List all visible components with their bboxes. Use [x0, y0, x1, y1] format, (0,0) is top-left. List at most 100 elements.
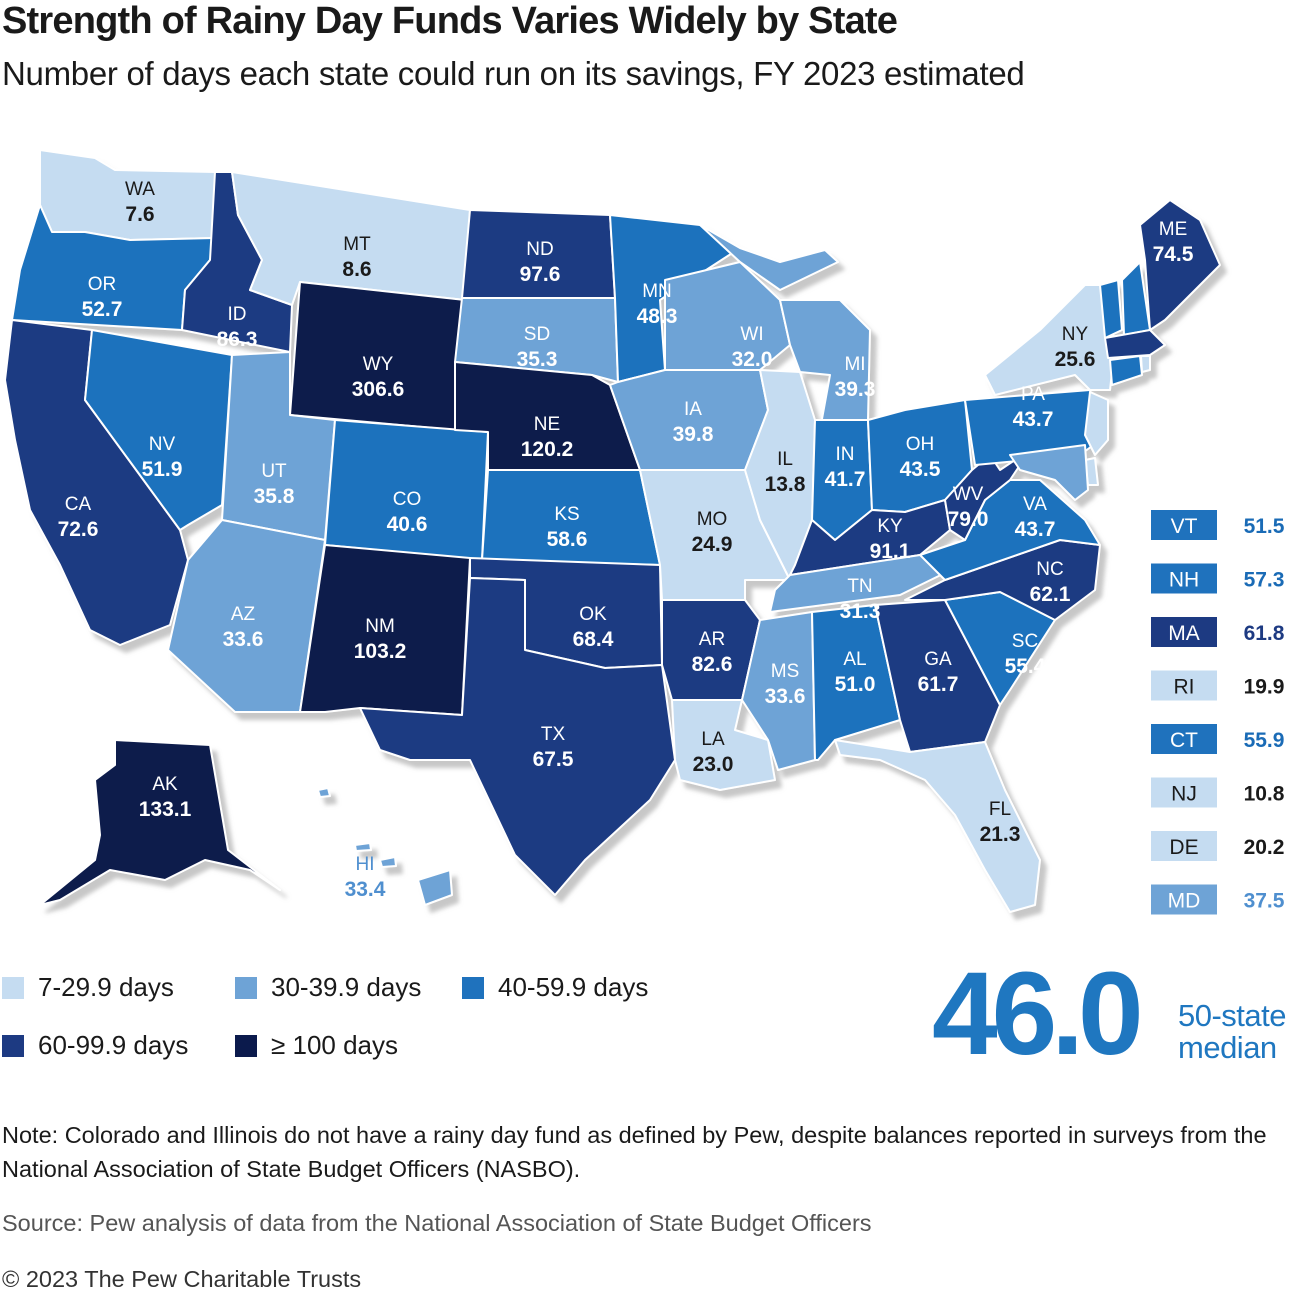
state-value-mi: 39.3	[835, 378, 876, 401]
sidebar-label-ct: CT	[1170, 729, 1198, 752]
state-label-ca: CA	[65, 494, 92, 515]
state-vt	[1099, 279, 1123, 339]
legend-item-tier4: 60-99.9 days	[2, 1030, 188, 1061]
state-value-ne: 120.2	[521, 438, 574, 461]
state-value-nm: 103.2	[354, 640, 407, 663]
median-label-line1: 50-state	[1178, 998, 1287, 1033]
state-ny	[984, 284, 1116, 396]
sidebar-value-de: 20.2	[1244, 836, 1285, 859]
state-value-ks: 58.6	[547, 528, 588, 551]
legend-label: 60-99.9 days	[38, 1030, 189, 1060]
state-label-ok: OK	[579, 604, 607, 625]
sidebar-value-nj: 10.8	[1244, 783, 1285, 806]
sidebar-value-md: 37.5	[1244, 890, 1285, 913]
state-label-wy: WY	[363, 354, 394, 375]
state-hi	[317, 787, 453, 906]
state-label-wi: WI	[740, 324, 763, 345]
sidebar-label-ma: MA	[1168, 622, 1200, 645]
sidebar-label-ri: RI	[1174, 676, 1195, 699]
state-md	[1009, 444, 1089, 501]
state-value-va: 43.7	[1015, 518, 1056, 541]
legend-item-tier1: 7-29.9 days	[2, 972, 174, 1003]
legend-item-tier2: 30-39.9 days	[235, 972, 421, 1003]
state-value-hi: 33.4	[345, 878, 386, 901]
sidebar-value-nh: 57.3	[1244, 569, 1285, 592]
sidebar-swatch-ri	[1151, 670, 1217, 701]
legend-swatch	[235, 976, 257, 999]
sidebar-swatch-nj	[1151, 777, 1217, 808]
sidebar-swatch-ct	[1151, 724, 1217, 754]
state-value-mn: 48.3	[637, 305, 678, 328]
legend-item-tier3: 40-59.9 days	[462, 972, 648, 1003]
state-label-tx: TX	[541, 724, 566, 745]
median-label: 50-state median	[1178, 998, 1287, 1065]
state-fl	[834, 739, 1041, 913]
state-label-fl: FL	[989, 799, 1011, 820]
median-label-line2: median	[1178, 1030, 1277, 1065]
state-value-me: 74.5	[1153, 243, 1194, 266]
state-label-nc: NC	[1036, 559, 1063, 580]
state-value-tn: 31.3	[840, 600, 881, 623]
state-label-mo: MO	[697, 509, 728, 530]
state-value-ms: 33.6	[765, 685, 806, 708]
sidebar-swatch-md	[1151, 884, 1217, 915]
state-label-oh: OH	[906, 434, 935, 455]
state-value-wi: 32.0	[732, 348, 773, 371]
state-value-tx: 67.5	[533, 748, 574, 771]
sidebar-swatch-vt	[1151, 510, 1217, 540]
state-value-az: 33.6	[223, 628, 264, 651]
source-text: Source: Pew analysis of data from the Na…	[2, 1210, 872, 1236]
state-ct	[1109, 355, 1143, 386]
state-label-wa: WA	[125, 179, 155, 200]
state-value-il: 13.8	[765, 473, 806, 496]
sidebar-swatch-ma	[1151, 617, 1217, 647]
state-value-ia: 39.8	[673, 423, 714, 446]
state-ia	[609, 369, 769, 471]
copyright-text: © 2023 The Pew Charitable Trusts	[2, 1266, 362, 1292]
state-value-ky: 91.1	[870, 540, 911, 563]
state-label-ky: KY	[877, 516, 903, 537]
state-value-al: 51.0	[835, 673, 876, 696]
state-value-sd: 35.3	[517, 348, 558, 371]
sidebar-label-de: DE	[1169, 836, 1198, 859]
state-label-mn: MN	[642, 281, 672, 302]
state-value-wa: 7.6	[125, 203, 154, 226]
legend-item-tier5: ≥ 100 days	[235, 1030, 398, 1061]
state-me	[1139, 199, 1221, 331]
state-label-id: ID	[228, 304, 247, 325]
state-value-ak: 133.1	[139, 798, 192, 821]
state-label-in: IN	[836, 444, 855, 465]
state-label-mi: MI	[844, 354, 865, 375]
state-label-nv: NV	[149, 434, 176, 455]
state-label-sc: SC	[1012, 631, 1038, 652]
state-label-wv: WV	[953, 484, 984, 505]
legend-swatch	[235, 1034, 257, 1057]
legend-label: ≥ 100 days	[271, 1030, 399, 1060]
state-ak	[39, 739, 281, 906]
state-label-ak: AK	[152, 774, 178, 795]
state-value-nd: 97.6	[520, 263, 561, 286]
sidebar-value-ri: 19.9	[1244, 676, 1285, 699]
sidebar-swatch-de	[1151, 831, 1217, 861]
sidebar-swatch-nh	[1151, 563, 1217, 594]
chart-subtitle: Number of days each state could run on i…	[2, 55, 1025, 92]
legend-label: 7-29.9 days	[38, 972, 174, 1002]
state-value-mo: 24.9	[692, 533, 733, 556]
state-label-or: OR	[88, 274, 117, 295]
state-label-az: AZ	[231, 604, 256, 625]
sidebar-value-vt: 51.5	[1244, 515, 1285, 538]
sidebar-value-ma: 61.8	[1244, 622, 1285, 645]
chart-title: Strength of Rainy Day Funds Varies Widel…	[2, 0, 898, 42]
state-label-ks: KS	[554, 504, 579, 525]
state-nj	[1084, 391, 1109, 456]
state-value-mt: 8.6	[342, 258, 371, 281]
state-label-ut: UT	[261, 461, 287, 482]
state-ma	[1104, 329, 1166, 359]
state-value-nc: 62.1	[1030, 583, 1071, 606]
state-value-co: 40.6	[387, 513, 428, 536]
us-state-map: WA 7.6 OR 52.7 CA 72.6 ID 86.3 NV 51.9 MT 8.6 WY 306.…	[4, 149, 1285, 915]
state-label-nm: NM	[365, 616, 395, 637]
state-label-co: CO	[393, 489, 422, 510]
state-label-al: AL	[843, 649, 866, 670]
sidebar-label-nj: NJ	[1171, 783, 1197, 806]
